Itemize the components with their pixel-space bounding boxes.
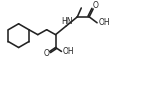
Text: OH: OH [98,18,110,27]
Text: OH: OH [63,47,74,56]
Text: O: O [92,1,98,10]
Text: O: O [43,49,49,58]
Text: HN: HN [61,17,73,26]
